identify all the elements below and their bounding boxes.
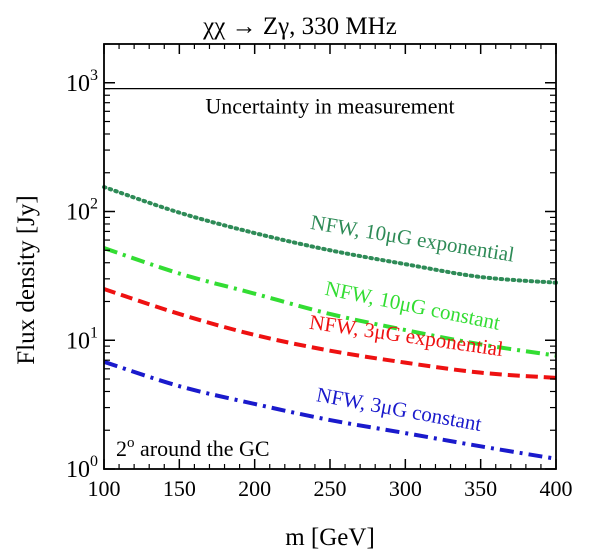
y-tick-label: 100: [66, 453, 98, 483]
x-tick-label: 200: [238, 476, 271, 501]
x-tick-label: 150: [163, 476, 196, 501]
series-line-3: [103, 359, 557, 461]
region-annotation-degree: o: [127, 435, 135, 451]
uncertainty-label: Uncertainty in measurement: [205, 94, 454, 119]
x-tick-label: 350: [464, 476, 497, 501]
region-annotation-text: around the GC: [135, 436, 270, 461]
x-tick-labels: 100 150 200 250 300 350 400: [88, 476, 573, 501]
y-axis-label: Flux density [Jy]: [13, 195, 40, 364]
series-line-0: [102, 185, 558, 285]
x-axis-label: m [GeV]: [285, 524, 375, 551]
series-line-2: [103, 287, 557, 380]
y-tick-label: 101: [66, 324, 98, 354]
x-tick-label: 100: [88, 476, 121, 501]
y-tick-labels: 100 101 102 103: [66, 67, 98, 483]
chart-title: χχ → Zγ, 330 MHz: [202, 13, 397, 40]
series-label-3: NFW, 3μG constant: [315, 382, 484, 436]
y-tick-label: 102: [66, 196, 98, 226]
x-tick-label: 250: [314, 476, 347, 501]
x-tick-label: 300: [389, 476, 422, 501]
series-line-1: [103, 246, 557, 358]
x-tick-label: 400: [540, 476, 573, 501]
series-label-0: NFW, 10μG exponential: [309, 210, 516, 267]
series-layer: [102, 185, 558, 461]
plot-frame: [103, 43, 557, 470]
region-annotation-value: 2: [116, 436, 127, 461]
y-tick-label: 103: [66, 67, 98, 97]
region-annotation: 2o around the GC: [116, 435, 270, 461]
